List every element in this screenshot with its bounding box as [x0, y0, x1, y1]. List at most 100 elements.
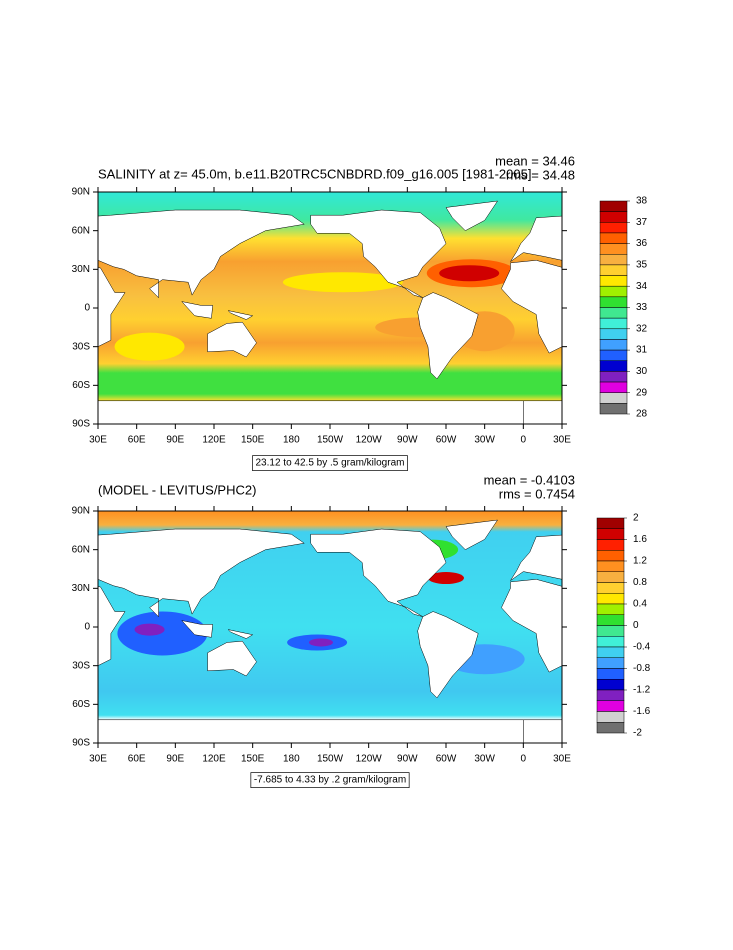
land	[445, 200, 499, 231]
field-anomaly	[439, 265, 500, 282]
mean-label: mean = -0.4103	[484, 472, 575, 487]
y-tick-label: 60S	[72, 380, 90, 391]
y-tick-label: 90S	[72, 738, 90, 749]
x-tick-label: 90E	[166, 754, 184, 765]
land	[98, 267, 126, 347]
land	[501, 260, 562, 354]
colorbar-box	[599, 296, 628, 308]
x-tick-label: 30E	[89, 435, 107, 446]
colorbar-box	[596, 625, 625, 637]
land	[510, 215, 562, 262]
colorbar-label: 1.6	[633, 534, 647, 545]
land	[98, 400, 524, 424]
y-tick-label: 30N	[72, 583, 90, 594]
map-field	[0, 511, 721, 743]
land	[501, 579, 562, 673]
colorbar-box	[596, 528, 625, 540]
x-tick-label: 0	[521, 435, 527, 446]
land	[0, 520, 34, 550]
colorbar-label: 36	[636, 238, 648, 249]
x-tick-label: 150E	[241, 754, 265, 765]
x-tick-label: 90E	[166, 435, 184, 446]
y-tick-label: 0	[84, 303, 90, 314]
colorbar-box	[596, 582, 625, 594]
colorbar-box	[599, 285, 628, 298]
x-tick-label: 60E	[128, 754, 146, 765]
field-anomaly	[308, 638, 333, 647]
colorbar-label: 35	[636, 260, 648, 271]
land	[523, 400, 562, 424]
colorbar-label: 32	[636, 323, 648, 334]
x-tick-label: 60W	[436, 754, 457, 765]
rms-label: rms = 0.7454	[499, 486, 575, 501]
x-tick-label: 90W	[397, 435, 418, 446]
land	[310, 528, 447, 617]
colorbar-label: -2	[633, 728, 642, 739]
contour-info: -7.685 to 4.33 by .2 gram/kilogram	[254, 775, 406, 786]
x-tick-label: 30W	[474, 754, 495, 765]
colorbar-label: 29	[636, 387, 648, 398]
field-anomaly	[114, 332, 185, 361]
land	[417, 292, 479, 380]
land	[207, 640, 257, 677]
colorbar-box	[596, 571, 625, 583]
rms-label: rms = 34.48	[506, 167, 575, 182]
colorbar-box	[599, 232, 628, 244]
x-tick-label: 120E	[202, 435, 226, 446]
land	[181, 301, 213, 319]
panel-title: SALINITY at z= 45.0m, b.e11.B20TRC5CNBDR…	[98, 166, 531, 181]
land	[445, 519, 499, 550]
colorbar-box	[599, 222, 628, 234]
y-tick-label: 90N	[72, 187, 90, 198]
colorbar-label: 0.8	[633, 577, 647, 588]
colorbar-label: 28	[636, 409, 648, 420]
land	[181, 620, 213, 638]
y-tick-label: 90N	[72, 506, 90, 517]
map-panel: 30E 60E 90E 120E 150E 180 150W 120W 90W 60W 30W 0 30…	[0, 153, 721, 471]
colorbar-box	[599, 307, 628, 319]
colorbar-box	[599, 349, 628, 362]
land	[0, 612, 14, 698]
y-tick-label: 30S	[72, 341, 90, 352]
colorbar-label: 30	[636, 366, 648, 377]
land	[672, 641, 721, 676]
x-tick-label: 30E	[553, 754, 571, 765]
colorbar-box	[596, 603, 625, 615]
x-tick-label: 150W	[317, 435, 344, 446]
colorbar-box	[596, 593, 625, 605]
land	[646, 302, 677, 319]
colorbar-box	[596, 689, 625, 701]
x-tick-label: 30E	[553, 435, 571, 446]
land	[672, 322, 721, 357]
mean-label: mean = 34.46	[495, 153, 575, 168]
x-tick-label: 90W	[397, 754, 418, 765]
x-tick-label: 30E	[89, 754, 107, 765]
colorbar-box	[599, 254, 628, 266]
x-tick-label: 120E	[202, 754, 226, 765]
colorbar-box	[596, 646, 625, 658]
colorbar-box	[599, 360, 628, 372]
land	[0, 293, 14, 379]
colorbar-box	[599, 200, 628, 212]
y-tick-label: 60N	[72, 225, 90, 236]
colorbar-box	[596, 614, 625, 626]
field-anomaly	[134, 623, 165, 636]
map-panel: 30E 60E 90E 120E 150E 180 150W 120W 90W 60W 30W 0 30…	[0, 472, 721, 788]
info-box	[252, 455, 408, 471]
colorbar-box	[599, 317, 628, 330]
land	[510, 534, 562, 581]
land	[98, 719, 524, 743]
colorbar-box	[596, 517, 625, 529]
colorbar-label: 0	[633, 620, 639, 631]
colorbar-label: 33	[636, 302, 648, 313]
colorbar-box	[599, 381, 628, 393]
colorbar-box	[599, 243, 628, 255]
y-tick-label: 60N	[72, 544, 90, 555]
panel-title: (MODEL - LEVITUS/PHC2)	[98, 482, 256, 497]
contour-info: 23.12 to 42.5 by .5 gram/kilogram	[256, 458, 405, 469]
colorbar-box	[599, 328, 628, 340]
field-anomaly	[428, 572, 464, 585]
x-tick-label: 120W	[356, 435, 383, 446]
land	[692, 630, 716, 639]
